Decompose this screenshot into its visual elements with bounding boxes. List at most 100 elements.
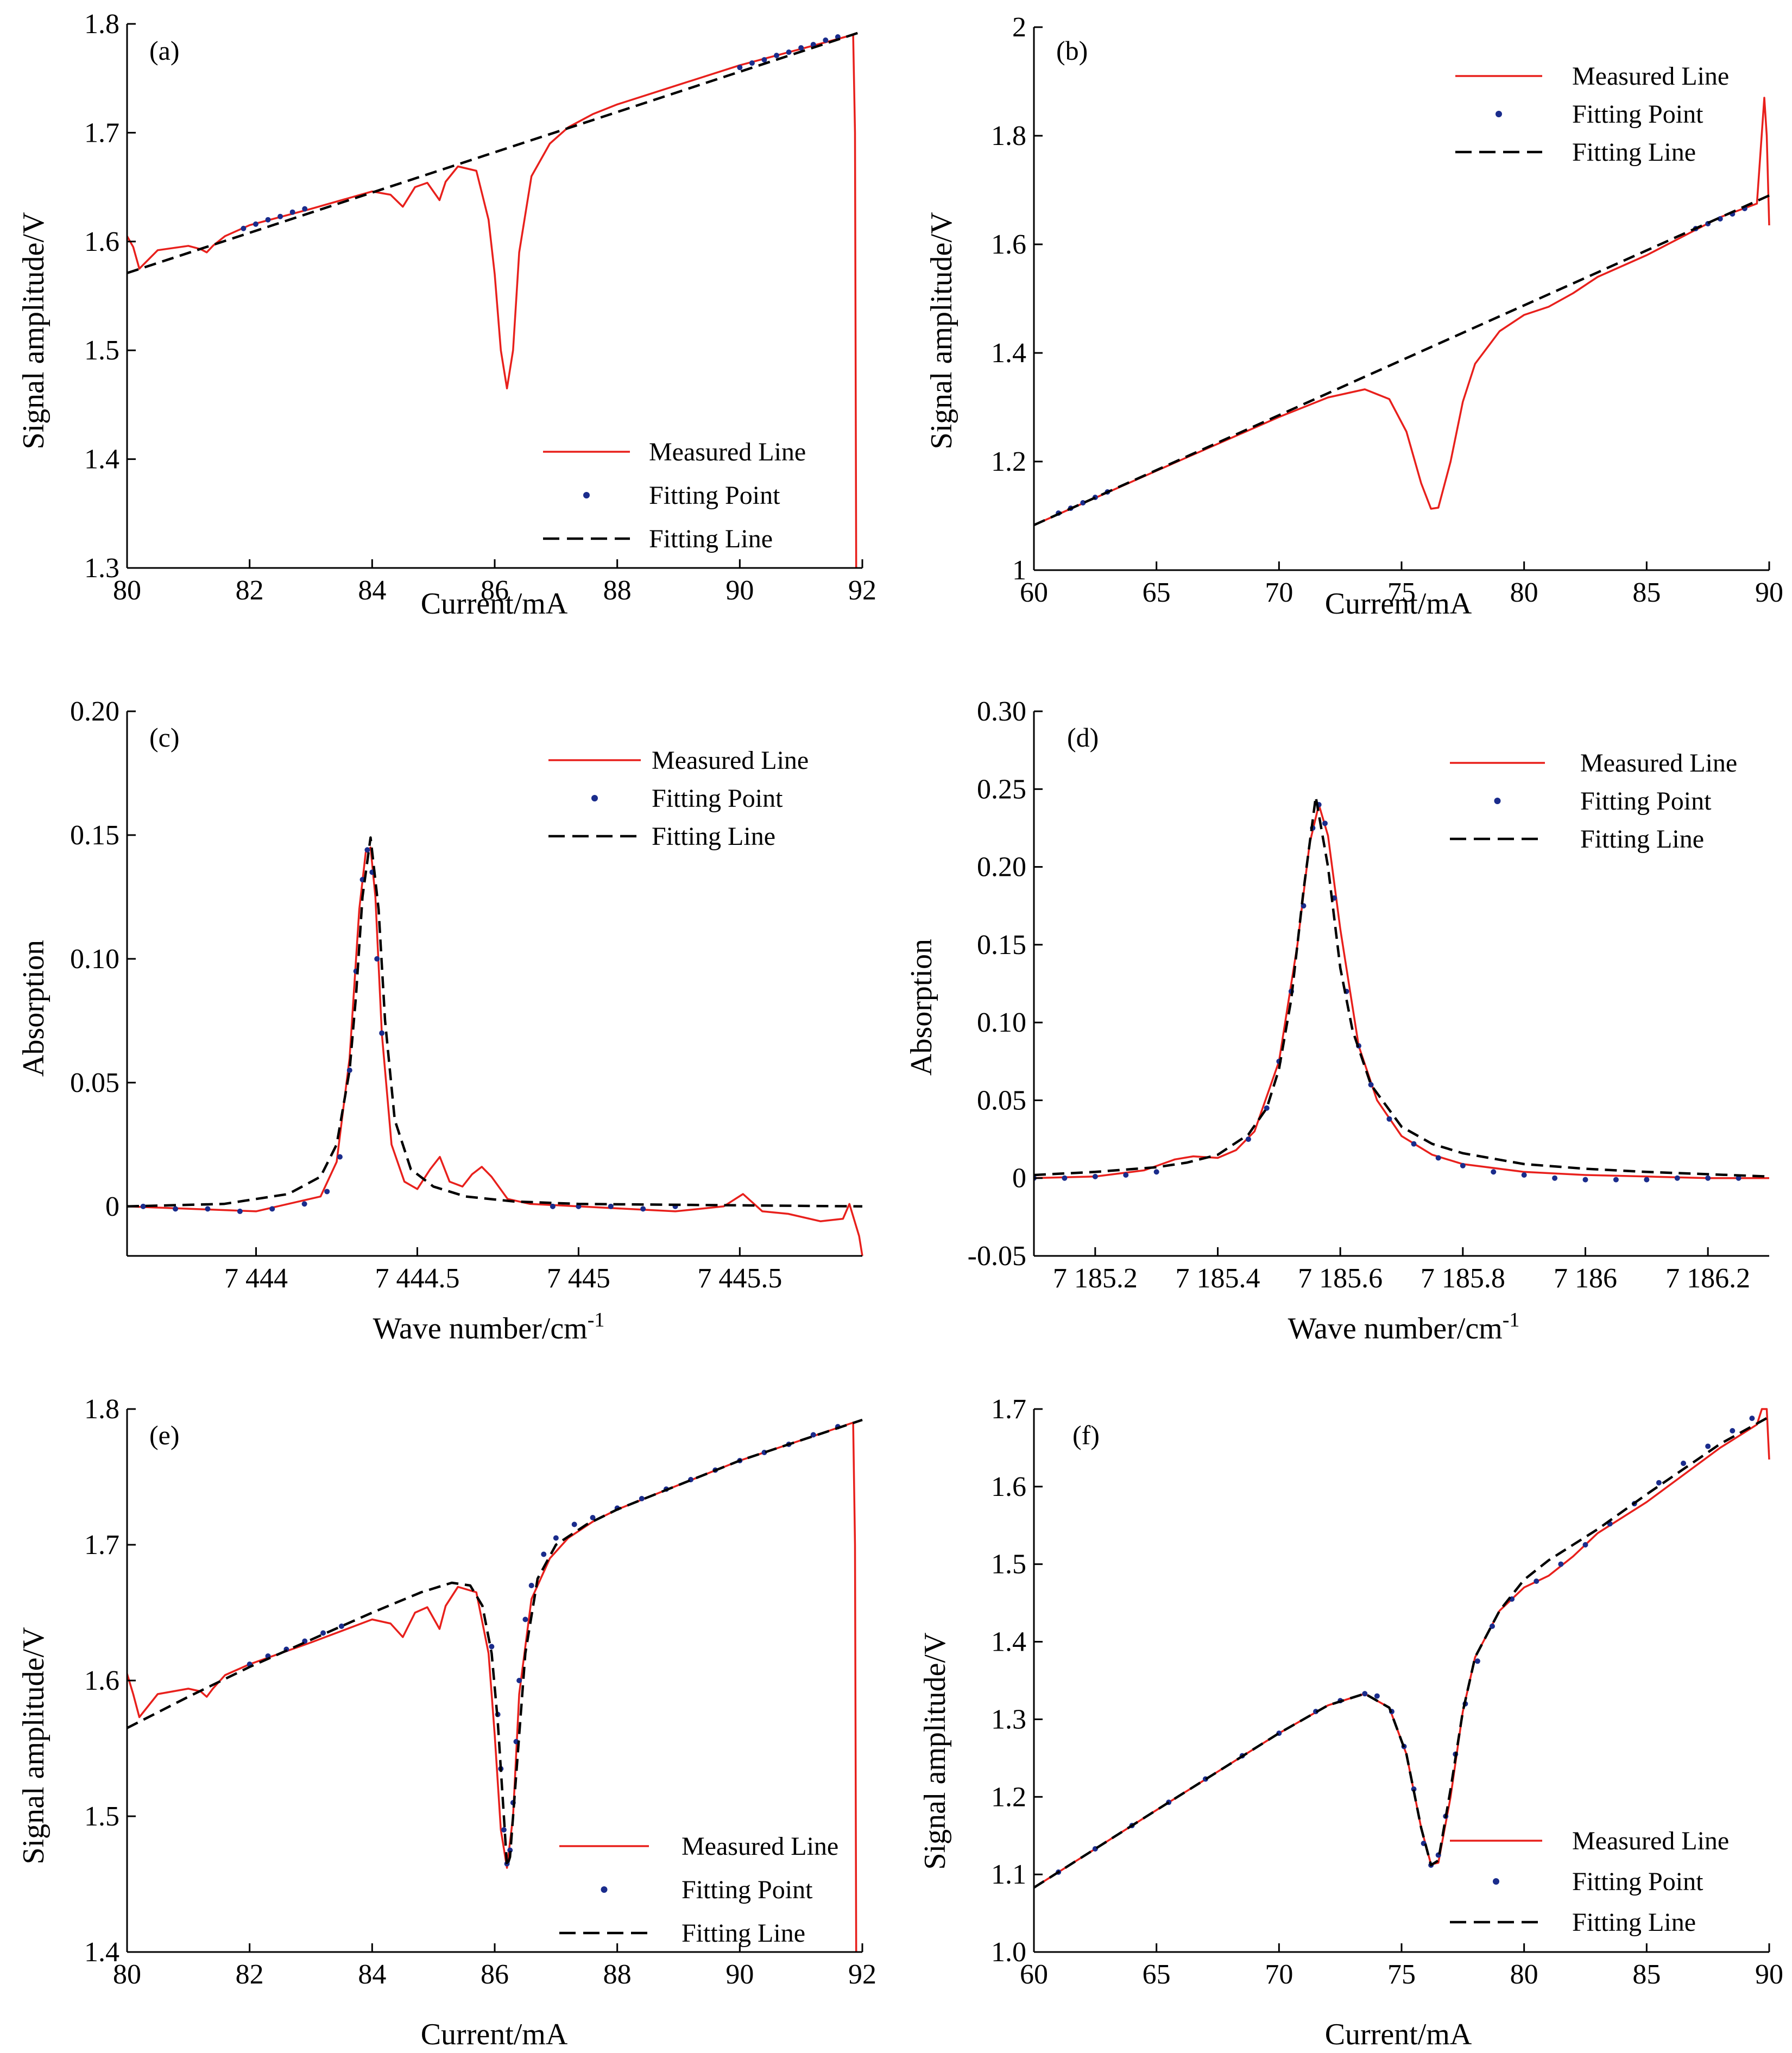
panel-c-x-tick-label: 7 445 (547, 1263, 610, 1294)
panel-d-y-tick-label: 0.20 (977, 852, 1026, 883)
panel-e-fitting-point (320, 1630, 326, 1636)
panel-e-fitting-point (571, 1521, 577, 1527)
panel-e-fitting-point (338, 1624, 344, 1629)
panel-c-legend: Measured Line Fitting Point Fitting Line (548, 746, 809, 851)
panel-c-xlabel-text: Wave number/cm (373, 1312, 588, 1345)
panel-d-x-tick-label: 7 185.8 (1421, 1263, 1505, 1294)
panel-a-data (127, 30, 863, 568)
legend-label: Fitting Line (649, 525, 773, 553)
panel-d-xlabel-sup: -1 (1503, 1309, 1520, 1331)
panel-b-xlabel: Current/mA (1325, 587, 1472, 621)
panel-f-fitting-point (1374, 1693, 1380, 1699)
panel-d-measured-line (1034, 804, 1769, 1179)
panel-f-y-tick-label: 1.6 (991, 1471, 1026, 1502)
legend-label: Measured Line (652, 746, 809, 775)
panel-a-y-tick-label: 1.6 (84, 226, 119, 257)
panel-a-y-tick-label: 1.8 (84, 9, 119, 40)
panel-f-y-tick-label: 1.0 (991, 1937, 1026, 1968)
panel-f-ylabel: Signal amplitude/V (918, 1632, 952, 1869)
panel-b-fitting-line (1034, 194, 1770, 527)
panel-a-x-tick-label: 82 (236, 575, 264, 606)
panel-c-y-tick-label: 0.10 (70, 944, 119, 975)
panel-c-x-tick-label: 7 445.5 (697, 1263, 782, 1294)
panel-d: (d) 7 185.2 7 185.4 7 185.6 7 185.8 7 186 7 1… (905, 696, 1770, 1345)
panel-e: (e) 80 82 84 86 88 90 92 1.4 1.5 1.6 1.7 1.8 Measure… (17, 1394, 876, 2051)
panel-b-y-tick-label: 1.6 (991, 229, 1026, 260)
panel-f-fitting-point (1489, 1624, 1495, 1629)
panel-c-data (127, 836, 863, 1256)
legend-label: Fitting Point (1580, 787, 1712, 816)
panel-f-xlabel: Current/mA (1325, 2018, 1472, 2051)
panel-d-fitting-point (1062, 1175, 1068, 1181)
legend-label: Measured Line (1580, 749, 1737, 778)
panel-c-label: (c) (149, 722, 180, 753)
panel-e-y-tick-label: 1.8 (84, 1394, 119, 1425)
panel-d-fitting-point (1301, 903, 1307, 909)
panel-b-y-tick-label: 1 (1012, 555, 1026, 586)
panel-c-fitting-point (269, 1206, 275, 1212)
panel-b-x-tick-label: 60 (1020, 577, 1048, 608)
panel-e-y-tick-label: 1.5 (84, 1801, 119, 1832)
panel-f-x-tick-label: 65 (1143, 1959, 1171, 1990)
panel-d-y-tick-label: 0.25 (977, 774, 1026, 805)
panel-f-y-tick-label: 1.4 (991, 1627, 1026, 1658)
panel-a-label: (a) (149, 35, 180, 66)
panel-f-plot: 60 65 70 75 80 85 90 1.0 1.1 1.2 1.3 1.4 1.5 1.6 1.7 Me… (991, 1394, 1783, 1990)
panel-d-ylabel: Absorption (905, 939, 938, 1076)
legend-swatch-fitting-point (583, 492, 590, 498)
panel-a-fitting-point (277, 213, 283, 219)
panel-e-fitting-point (528, 1583, 534, 1588)
panel-c-ylabel: Absorption (17, 940, 51, 1077)
panel-b-plot: 60 65 70 75 80 85 90 1 1.2 1.4 1.6 1.8 2 Measured Lin… (991, 12, 1783, 608)
panel-f-fitting-point (1534, 1578, 1539, 1584)
legend-label: Fitting Point (1572, 100, 1703, 129)
legend-label: Fitting Point (682, 1875, 813, 1904)
panel-c-fitting-point (346, 1067, 352, 1073)
panel-e-label: (e) (149, 1420, 180, 1450)
panel-a-x-tick-label: 80 (113, 575, 141, 606)
panel-a-y-tick-label: 1.5 (84, 335, 119, 366)
panel-e-fitting-point (553, 1535, 559, 1541)
panel-f-data (1034, 1408, 1770, 1889)
panel-a-fitting-point (302, 206, 308, 212)
panel-d-x-tick-label: 7 186.2 (1665, 1263, 1750, 1294)
panel-c-x-tick-label: 7 444 (224, 1263, 288, 1294)
panel-d-label: (d) (1067, 722, 1099, 753)
panel-f-fitting-point (1362, 1691, 1368, 1697)
panel-c: (c) 7 444 7 444.5 7 445 7 445.5 0 0.05 0.10 0.1… (17, 696, 863, 1345)
legend-swatch-fitting-point (591, 795, 598, 801)
panel-d-y-tick-label: 0.05 (977, 1085, 1026, 1116)
panel-f-fitting-point (1749, 1416, 1755, 1422)
panel-e-fitting-point (516, 1678, 522, 1683)
panel-d-fitting-point (1674, 1175, 1680, 1181)
panel-c-plot: 7 444 7 444.5 7 445 7 445.5 0 0.05 0.10 0.15 0.2… (70, 696, 863, 1294)
panel-b-x-tick-label: 80 (1510, 577, 1538, 608)
panel-a-x-tick-label: 92 (848, 575, 876, 606)
panel-a-x-tick-label: 90 (725, 575, 754, 606)
panel-f-legend: Measured Line Fitting Point Fitting Line (1450, 1827, 1729, 1937)
legend-label: Fitting Line (682, 1919, 805, 1948)
panel-e-xlabel: Current/mA (421, 2018, 568, 2051)
panel-b-fitting-point (1717, 216, 1723, 222)
panel-d-data (1034, 795, 1770, 1183)
panel-a-measured-line (127, 34, 857, 568)
panel-b-x-tick-label: 75 (1387, 577, 1416, 608)
panel-e-fitting-point (501, 1827, 507, 1833)
panel-c-y-tick-label: 0 (105, 1191, 119, 1222)
legend-label: Measured Line (649, 438, 806, 466)
legend-swatch-fitting-point (1494, 798, 1501, 804)
panel-c-y-tick-label: 0.20 (70, 696, 119, 727)
panel-c-fitting-point (364, 847, 370, 853)
panel-c-fitting-point (173, 1206, 179, 1212)
panel-e-fitting-point (522, 1616, 528, 1622)
panel-f-fitting-point (1656, 1480, 1662, 1486)
panel-e-fitting-line (127, 1418, 863, 1868)
legend-label: Measured Line (1572, 1827, 1729, 1855)
panel-e-fitting-point (590, 1515, 596, 1520)
panel-a-fitting-point (265, 217, 271, 223)
panel-d-fitting-point (1644, 1177, 1650, 1183)
panel-c-y-tick-label: 0.05 (70, 1067, 119, 1098)
panel-b-y-tick-label: 1.4 (991, 338, 1026, 369)
panel-f-x-tick-label: 80 (1510, 1959, 1538, 1990)
